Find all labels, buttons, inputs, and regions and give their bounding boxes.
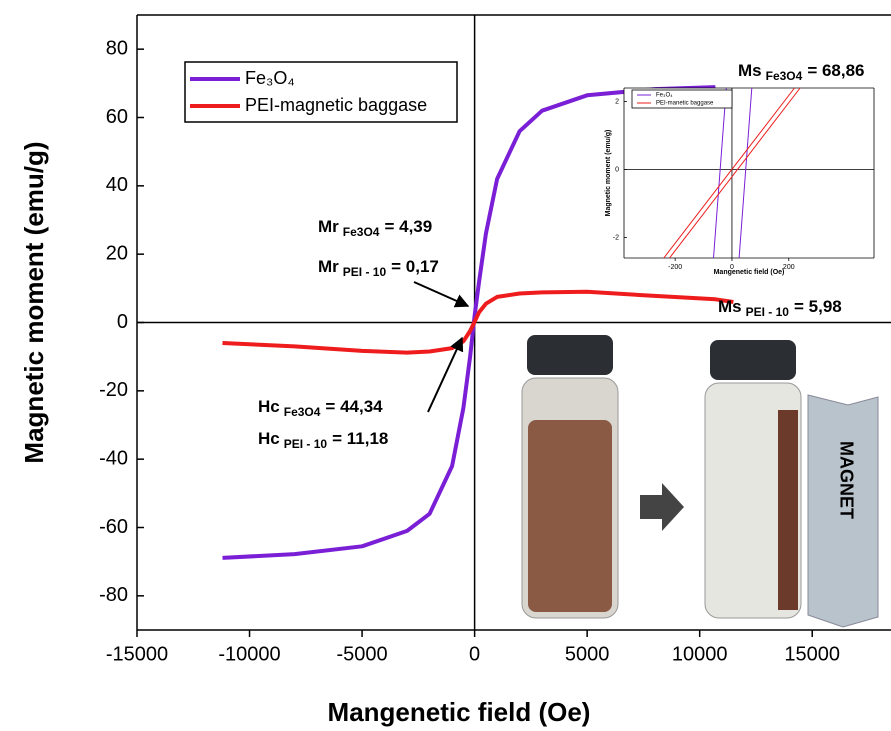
annotation-value: = 0,17 [391, 257, 439, 276]
legend-label: Fe₃O₄ [656, 93, 673, 99]
x-tick-label: 200 [783, 264, 795, 271]
annotation-sub: Fe3O4 [284, 405, 321, 419]
x-tick-label: -5000 [336, 643, 387, 665]
annotation-sub: Fe3O4 [766, 69, 803, 83]
annotation-value: = 68,86 [807, 61, 864, 80]
legend-label: PEI-magnetic baggase [245, 95, 427, 115]
legend-label: PEI-manetic baggase [656, 101, 714, 107]
x-tick-label: 10000 [672, 643, 728, 665]
annotation-sub: Fe3O4 [343, 225, 380, 239]
x-axis-title: Mangenetic field (Oe) [714, 269, 785, 276]
annotation-sub: PEI - 10 [284, 437, 328, 451]
annotation: Ms PEI - 10 = 5,98 [718, 297, 842, 319]
photo [522, 335, 878, 627]
y-tick-label: -20 [99, 379, 128, 401]
annotation: Mr PEI - 10 = 0,17 [318, 257, 439, 279]
y-tick-label: 2 [615, 98, 619, 105]
arrow [414, 282, 468, 306]
chart: MAGNET -80-60-40-20020406080-15000-10000… [0, 0, 891, 731]
annotation: Ms Fe3O4 = 68,86 [738, 61, 865, 83]
annotation-sub: PEI - 10 [343, 265, 387, 279]
annotation-sub: PEI - 10 [746, 305, 790, 319]
y-tick-label: 40 [106, 174, 128, 196]
annotation-main: Hc [258, 397, 280, 416]
annotation-value: = 44,34 [325, 397, 383, 416]
image-text: MAGNET [836, 441, 856, 519]
annotation-main: Ms [738, 61, 762, 80]
y-tick-label: -60 [99, 516, 128, 538]
y-tick-label: -40 [99, 447, 128, 469]
y-tick-label: 80 [106, 37, 128, 59]
x-tick-label: -200 [668, 264, 682, 271]
annotation-main: Mr [318, 217, 339, 236]
x-tick-label: -10000 [218, 643, 280, 665]
annotation-main: Ms [718, 297, 742, 316]
annotation-main: Hc [258, 429, 280, 448]
x-tick-label: 5000 [565, 643, 610, 665]
legend-label: Fe₃O₄ [245, 68, 295, 88]
annotation-value: = 4,39 [384, 217, 432, 236]
plot-frame [624, 88, 874, 258]
x-tick-label: 15000 [784, 643, 840, 665]
y-axis-title: Magnetic moment (emu/g) [605, 130, 612, 217]
annotation-value: = 11,18 [332, 429, 388, 448]
annotation: Hc Fe3O4 = 44,34 [258, 397, 383, 419]
y-tick-label: -80 [99, 584, 128, 606]
y-tick-label: 60 [106, 106, 128, 128]
y-tick-label: -2 [613, 234, 619, 241]
x-axis-title: Mangenetic field (Oe) [328, 697, 591, 727]
annotation: Hc PEI - 10 = 11,18 [258, 429, 388, 451]
y-tick-label: 20 [106, 242, 128, 264]
x-tick-label: -15000 [106, 643, 168, 665]
annotation-main: Mr [318, 257, 339, 276]
y-tick-label: 0 [615, 166, 619, 173]
y-axis-title: Magnetic moment (emu/g) [19, 141, 49, 463]
annotation-value: = 5,98 [794, 297, 842, 316]
annotation: Mr Fe3O4 = 4,39 [318, 217, 432, 239]
x-tick-label: 0 [469, 643, 480, 665]
y-tick-label: 0 [117, 311, 128, 333]
